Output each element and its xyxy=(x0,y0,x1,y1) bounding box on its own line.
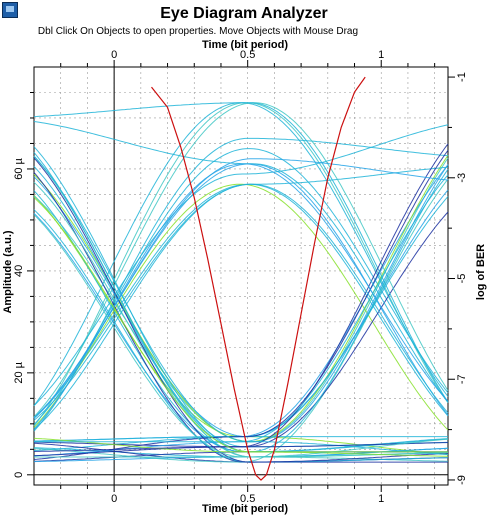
y-tick-label-left: 40 xyxy=(13,265,25,277)
axes: 0 0 0.5 0.5 1 1 0 20 µ 40 60 µ -1 -3 -5 -7 -9 xyxy=(13,49,468,505)
x-tick-label-top: 1 xyxy=(378,49,384,61)
x-tick-label-bottom: 0 xyxy=(111,493,117,505)
x-axis-top-label: Time (bit period) xyxy=(202,39,288,51)
y-tick-label-right: -7 xyxy=(456,374,468,384)
eye-trace xyxy=(33,437,448,457)
x-tick-label-bottom: 0.5 xyxy=(240,493,255,505)
eye-traces xyxy=(33,102,449,463)
eye-trace xyxy=(33,442,449,452)
eye-diagram-app-icon xyxy=(2,2,18,18)
eye-trace xyxy=(33,158,449,419)
eye-trace xyxy=(33,137,449,432)
eye-trace xyxy=(33,102,449,418)
y-tick-label-left: 20 µ xyxy=(13,361,25,383)
eye-trace xyxy=(33,157,449,463)
ber-curve xyxy=(151,76,366,481)
y-axis-left-label: Amplitude (a.u.) xyxy=(2,230,14,313)
y-tick-label-right: -5 xyxy=(456,274,468,284)
y-tick-label-right: -1 xyxy=(456,72,468,82)
y-tick-label-right: -3 xyxy=(456,173,468,183)
eye-trace xyxy=(33,155,449,456)
x-tick-label-top: 0.5 xyxy=(240,49,255,61)
y-axis-right-label: log of BER xyxy=(475,244,487,300)
eye-trace xyxy=(33,102,449,403)
eye-trace xyxy=(33,124,449,407)
ber-curve-layer xyxy=(151,76,366,481)
eye-trace xyxy=(33,183,449,431)
y-tick-label-left: 0 xyxy=(13,472,25,478)
chart-title: Eye Diagram Analyzer xyxy=(160,5,327,22)
eye-trace xyxy=(33,183,449,430)
eye-trace xyxy=(33,214,449,458)
x-tick-label-bottom: 1 xyxy=(378,493,384,505)
y-tick-label-right: -9 xyxy=(456,475,468,485)
y-tick-label-left: 60 µ xyxy=(13,157,25,179)
x-tick-label-top: 0 xyxy=(111,49,117,61)
x-axis-bottom-label: Time (bit period) xyxy=(202,503,288,515)
eye-trace xyxy=(34,174,449,443)
eye-trace xyxy=(33,197,448,453)
instruction-hint: Dbl Click On Objects to open properties.… xyxy=(38,26,358,37)
